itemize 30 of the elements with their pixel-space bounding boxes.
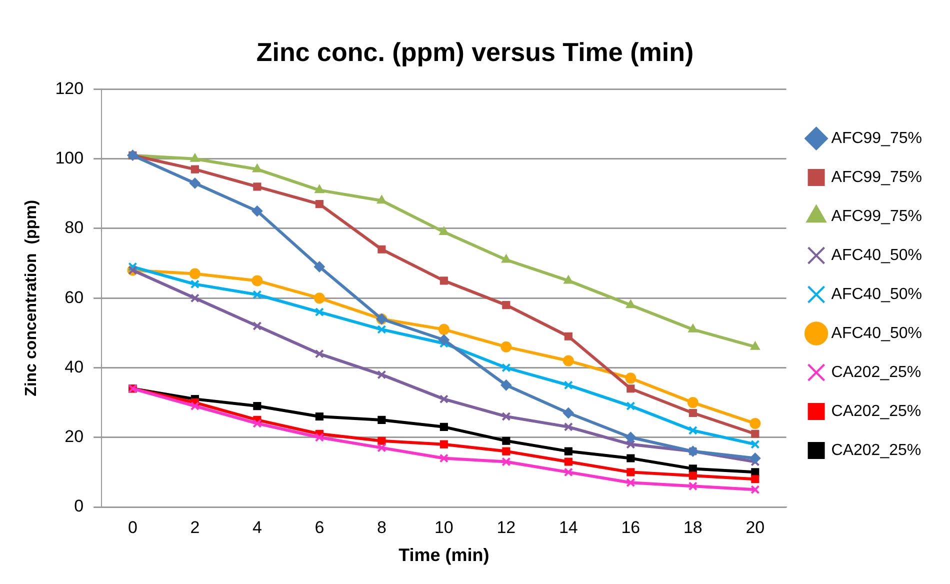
legend-label: CA202_25% [831,402,922,420]
y-tick-label: 100 [55,148,84,168]
x-tick-label: 6 [314,518,324,537]
x-tick-label: 8 [376,518,386,537]
y-tick-label: 60 [64,288,84,307]
legend-label: AFC99_75% [831,130,922,147]
y-axis-title: Zinc concentration (ppm) [23,200,40,396]
legend-label: AFC40_50% [831,286,922,303]
x-tick-label: 12 [496,518,516,537]
y-tick-label: 80 [64,218,84,238]
x-tick-label: 14 [558,518,578,537]
legend-label: AFC99_75% [831,168,922,186]
y-tick-label: 40 [64,357,84,376]
x-tick-label: 4 [252,518,262,537]
legend-label: AFC40_50% [831,246,922,264]
chart-title: Zinc conc. (ppm) versus Time (min) [256,36,694,67]
x-tick-label: 16 [621,518,640,537]
legend-label: CA202_25% [831,442,922,459]
y-tick-label: 20 [64,427,84,446]
x-tick-label: 10 [434,518,454,537]
legend-label: AFC40_50% [831,324,922,342]
x-tick-label: 2 [190,518,200,537]
x-tick-label: 18 [683,518,702,537]
x-axis-title: Time (min) [398,545,490,566]
legend-label: CA202_25% [831,364,922,381]
y-tick-label: 0 [74,496,84,516]
x-tick-label: 20 [746,518,765,537]
x-tick-label: 0 [128,518,138,537]
y-tick-label: 120 [55,78,84,98]
legend-label: AFC99_75% [831,208,922,225]
